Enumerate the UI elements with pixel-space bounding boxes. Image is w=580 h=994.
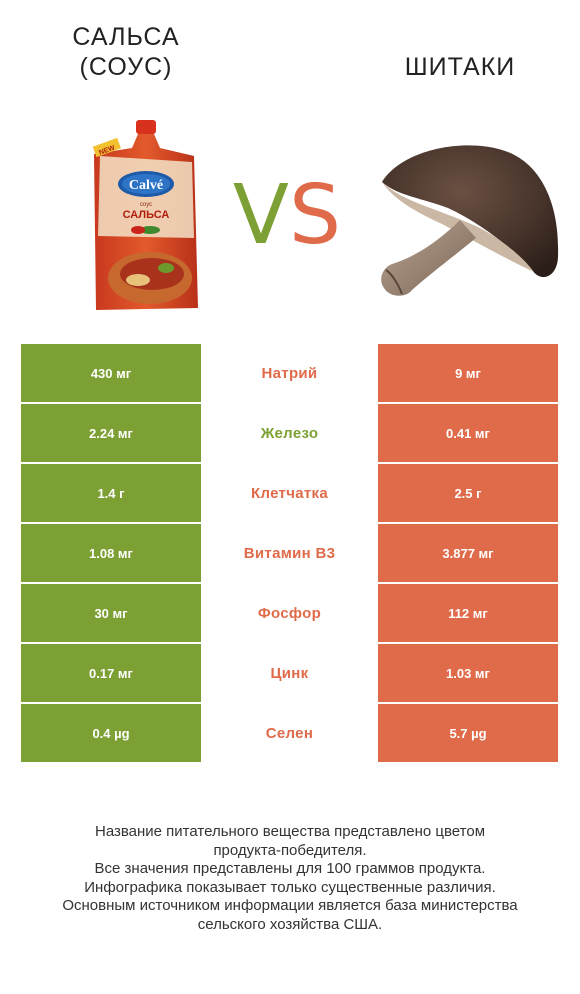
new-badge (92, 137, 121, 158)
left-value-cell: 1.4 г (21, 464, 201, 522)
vs-v-letter: V (232, 168, 290, 263)
left-title-line2: (СОУС) (79, 53, 173, 81)
left-value-cell: 0.4 µg (21, 704, 201, 762)
pouch-cap (136, 120, 156, 134)
vs-s-letter: S (289, 168, 342, 263)
footer-line: Все значения представлены для 100 граммо… (94, 860, 486, 877)
nutrient-name-cell: Натрий (201, 344, 378, 402)
footer-notes: Название питательного вещества представл… (10, 823, 570, 934)
nutrient-name-cell: Витамин B3 (201, 524, 378, 582)
nutrient-name-cell: Цинк (201, 644, 378, 702)
right-value-cell: 2.5 г (378, 464, 558, 522)
right-value-cell: 3.877 мг (378, 524, 558, 582)
footer-line: Название питательного вещества представл… (94, 823, 486, 840)
nutrient-name-cell: Фосфор (201, 584, 378, 642)
table-row: 0.4 µg Селен 5.7 µg (21, 704, 558, 762)
table-row: 430 мг Натрий 9 мг (21, 344, 558, 402)
pepper-graphic (140, 226, 160, 234)
left-value-cell: 0.17 мг (21, 644, 201, 702)
right-value-cell: 0.41 мг (378, 404, 558, 462)
brand-text: Calvé (129, 178, 163, 193)
left-product-title: САЛЬСА (СОУС) (46, 22, 206, 82)
mushroom-stem (381, 220, 476, 296)
footer-line: Инфографика показывает только существенн… (84, 878, 496, 896)
footer-line: сельского хозяйства США. (197, 915, 383, 933)
left-value-cell: 2.24 мг (21, 404, 201, 462)
table-row: 0.17 мг Цинк 1.03 мг (21, 644, 558, 702)
vs-label: VS (222, 168, 352, 264)
mushroom-cap (382, 145, 559, 278)
shiitake-mushroom-image (381, 145, 559, 296)
sauce-name-text: САЛЬСА (123, 209, 170, 221)
nutrient-name-cell: Селен (201, 704, 378, 762)
right-value-cell: 112 мг (378, 584, 558, 642)
right-value-cell: 9 мг (378, 344, 558, 402)
footer-line: Основным источником информации является … (62, 897, 518, 914)
left-value-cell: 1.08 мг (21, 524, 201, 582)
comparison-table: 430 мг Натрий 9 мг 2.24 мг Железо 0.41 мг 1.4 … (21, 344, 558, 764)
right-value-cell: 1.03 мг (378, 644, 558, 702)
left-value-cell: 430 мг (21, 344, 201, 402)
left-title-line1: САЛЬСА (72, 23, 180, 51)
nutrient-name-cell: Железо (201, 404, 378, 462)
right-value-cell: 5.7 µg (378, 704, 558, 762)
salsa-pouch-image: NEW Calvé соус САЛЬСА (92, 120, 198, 310)
sauce-type-text: соус (140, 202, 152, 208)
footer-line: продукта-победителя. (213, 841, 367, 859)
left-value-cell: 30 мг (21, 584, 201, 642)
nutrient-name-cell: Клетчатка (201, 464, 378, 522)
table-row: 1.08 мг Витамин B3 3.877 мг (21, 524, 558, 582)
table-row: 2.24 мг Железо 0.41 мг (21, 404, 558, 462)
table-row: 1.4 г Клетчатка 2.5 г (21, 464, 558, 522)
table-row: 30 мг Фосфор 112 мг (21, 584, 558, 642)
right-product-title: ШИТАКИ (404, 53, 516, 81)
